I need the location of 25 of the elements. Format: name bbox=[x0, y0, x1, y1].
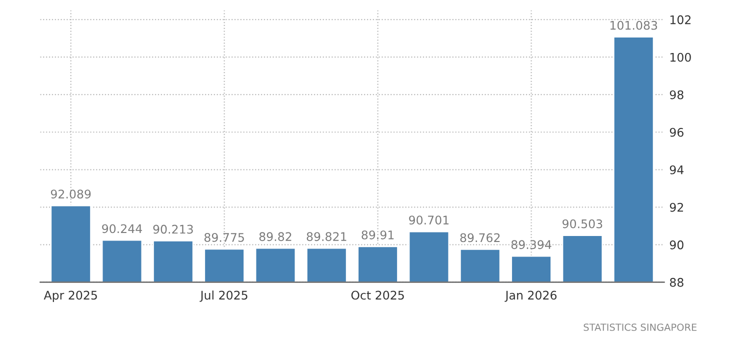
y-tick-label: 100 bbox=[670, 52, 691, 62]
x-tick-label: Oct 2025 bbox=[351, 290, 404, 300]
y-tick-label: 96 bbox=[670, 128, 684, 137]
y-tick-label: 88 bbox=[670, 278, 684, 287]
data-label: 90.701 bbox=[409, 216, 449, 225]
y-tick-label: 94 bbox=[670, 165, 684, 174]
y-tick-label: 92 bbox=[670, 202, 683, 212]
data-label: 101.083 bbox=[610, 20, 658, 30]
data-label: 89.91 bbox=[362, 230, 394, 240]
y-tick-label: 102 bbox=[670, 15, 691, 24]
x-tick-label: Apr 2025 bbox=[44, 290, 97, 302]
data-label: 89.394 bbox=[511, 240, 552, 250]
data-label: 90.244 bbox=[102, 224, 142, 234]
y-tick-label: 90 bbox=[670, 240, 684, 250]
data-label: 89.775 bbox=[204, 232, 244, 242]
x-tick-label: Jan 2026 bbox=[504, 290, 557, 302]
data-label: 89.82 bbox=[259, 232, 292, 242]
x-tick-label: Jul 2025 bbox=[200, 290, 248, 302]
data-label: 89.762 bbox=[460, 233, 500, 242]
data-label: 89.821 bbox=[306, 232, 346, 242]
data-label: 92.089 bbox=[50, 190, 91, 199]
text: STATISTICS SINGAPORE bbox=[584, 324, 697, 331]
y-tick-label: 98 bbox=[670, 90, 684, 100]
data-label: 90.213 bbox=[153, 224, 193, 234]
data-label: 90.503 bbox=[562, 219, 602, 228]
